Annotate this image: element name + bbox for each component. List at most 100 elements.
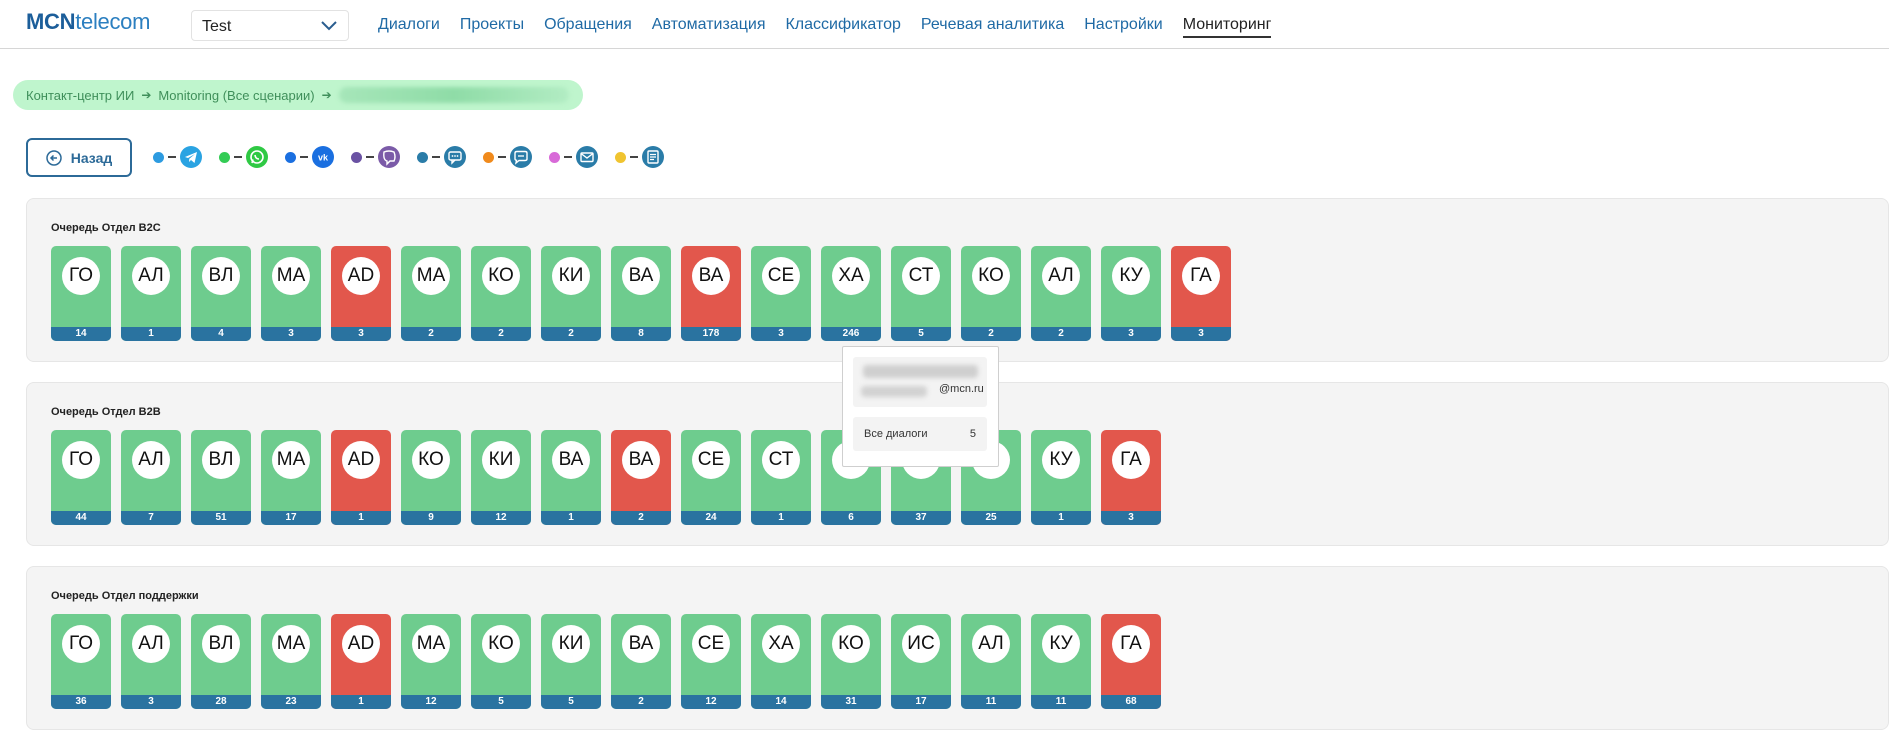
agent-avatar: МА	[272, 257, 310, 295]
agent-card[interactable]: МА 23	[261, 614, 321, 709]
agent-card[interactable]: АЛ 7	[121, 430, 181, 525]
agent-avatar: МА	[412, 625, 450, 663]
tab-6[interactable]: Настройки	[1084, 16, 1163, 33]
tab-4[interactable]: Классификатор	[785, 16, 901, 33]
agent-dialog-count: 14	[51, 327, 111, 341]
agent-card[interactable]: ВА 2	[611, 430, 671, 525]
legend-dash	[168, 156, 176, 158]
channel-color-dot	[285, 151, 296, 163]
agent-card[interactable]: ХА 246	[821, 246, 881, 341]
agent-card[interactable]: МА 12	[401, 614, 461, 709]
agent-avatar: ГА	[1112, 625, 1150, 663]
arrow-right-icon: ➔	[321, 88, 332, 102]
agent-card[interactable]: МА 2	[401, 246, 461, 341]
agent-card[interactable]: ВЛ 4	[191, 246, 251, 341]
agent-avatar: КИ	[482, 441, 520, 479]
agent-dialog-count: 1	[1031, 511, 1091, 525]
tab-0[interactable]: Диалоги	[378, 16, 440, 33]
agent-avatar: ИС	[902, 625, 940, 663]
tab-1[interactable]: Проекты	[459, 16, 525, 33]
agent-card[interactable]: ВЛ 28	[191, 614, 251, 709]
agent-card[interactable]: КО 5	[471, 614, 531, 709]
channel-legend-item-3	[351, 146, 400, 168]
legend-dash	[234, 156, 242, 158]
agent-card[interactable]: СЕ 12	[681, 614, 741, 709]
back-button[interactable]: Назад	[26, 138, 132, 177]
agent-card[interactable]: СТ 5	[891, 246, 951, 341]
agent-card[interactable]: ВА 2	[611, 614, 671, 709]
tooltip-all-dialogs[interactable]: Все диалоги 5	[853, 417, 987, 451]
legend-dash	[366, 156, 374, 158]
agent-avatar: ВА	[552, 441, 590, 479]
project-select[interactable]: Test	[191, 10, 349, 41]
agent-card[interactable]: ВА 8	[611, 246, 671, 341]
agent-card[interactable]: ГА 3	[1101, 430, 1161, 525]
agent-card[interactable]: АЛ 2	[1031, 246, 1091, 341]
legend-dash	[432, 156, 440, 158]
agent-card[interactable]: МА 3	[261, 246, 321, 341]
agent-avatar: КУ	[1112, 257, 1150, 295]
agent-card[interactable]: АЛ 11	[961, 614, 1021, 709]
agent-dialog-count: 6	[821, 511, 881, 525]
tab-2[interactable]: Обращения	[544, 16, 632, 33]
agent-card[interactable]: КИ 12	[471, 430, 531, 525]
agent-card[interactable]: AD 3	[331, 246, 391, 341]
channel-legend-item-0	[153, 146, 202, 168]
agent-card[interactable]: АЛ 1	[121, 246, 181, 341]
agent-dialog-count: 44	[51, 511, 111, 525]
agent-card[interactable]: ВА 1	[541, 430, 601, 525]
breadcrumb-item-0[interactable]: Контакт-центр ИИ	[26, 87, 135, 103]
agent-avatar: ВА	[622, 441, 660, 479]
agent-card[interactable]: КУ 3	[1101, 246, 1161, 341]
agent-card[interactable]: КИ 5	[541, 614, 601, 709]
agent-card[interactable]: СЕ 3	[751, 246, 811, 341]
svg-text:vk: vk	[318, 153, 329, 163]
agent-card[interactable]: КО 2	[961, 246, 1021, 341]
agent-avatar: МА	[272, 441, 310, 479]
agent-card[interactable]: ВЛ 51	[191, 430, 251, 525]
agent-avatar: АЛ	[1042, 257, 1080, 295]
agent-card[interactable]: ХА 14	[751, 614, 811, 709]
agent-card[interactable]: СТ 1	[751, 430, 811, 525]
agent-card[interactable]: ГО 44	[51, 430, 111, 525]
agent-card[interactable]: AD 1	[331, 614, 391, 709]
agent-card[interactable]: ГО 36	[51, 614, 111, 709]
agent-avatar: КО	[482, 625, 520, 663]
agent-dialog-count: 2	[541, 327, 601, 341]
agent-avatar: СТ	[902, 257, 940, 295]
agent-card[interactable]: КУ 1	[1031, 430, 1091, 525]
agent-card[interactable]: ГА 68	[1101, 614, 1161, 709]
breadcrumb-item-1[interactable]: Monitoring (Все сценарии)	[158, 87, 315, 103]
agent-card[interactable]: КО 9	[401, 430, 461, 525]
agent-card[interactable]: МА 17	[261, 430, 321, 525]
agent-card[interactable]: ГА 3	[1171, 246, 1231, 341]
agent-avatar: АЛ	[972, 625, 1010, 663]
agent-avatar: ГО	[62, 625, 100, 663]
channel-legend-item-4	[417, 146, 466, 168]
agent-card[interactable]: AD 1	[331, 430, 391, 525]
agent-card[interactable]: СЕ 24	[681, 430, 741, 525]
agent-card[interactable]: КУ 11	[1031, 614, 1091, 709]
agent-dialog-count: 7	[121, 511, 181, 525]
agent-card[interactable]: КО 31	[821, 614, 881, 709]
agent-avatar: AD	[342, 625, 380, 663]
agent-dialog-count: 11	[1031, 695, 1091, 709]
logo[interactable]: MCNtelecom	[26, 9, 151, 34]
agent-dialog-count: 3	[261, 327, 321, 341]
agent-avatar: ГА	[1182, 257, 1220, 295]
agent-card[interactable]: ВА 178	[681, 246, 741, 341]
agent-dialog-count: 12	[401, 695, 461, 709]
tab-7[interactable]: Мониторинг	[1182, 0, 1271, 48]
channel-legend-item-5	[483, 146, 532, 168]
agent-dialog-count: 25	[961, 511, 1021, 525]
tooltip-agent-info: @mcn.ru	[853, 357, 987, 407]
agent-card[interactable]: КИ 2	[541, 246, 601, 341]
agent-card[interactable]: ГО 14	[51, 246, 111, 341]
agent-card[interactable]: АЛ 3	[121, 614, 181, 709]
tab-5[interactable]: Речевая аналитика	[920, 16, 1065, 33]
chevron-down-icon	[321, 21, 337, 31]
agent-card[interactable]: ИС 17	[891, 614, 951, 709]
agent-dialog-count: 5	[541, 695, 601, 709]
agent-card[interactable]: КО 2	[471, 246, 531, 341]
tab-3[interactable]: Автоматизация	[651, 16, 766, 33]
